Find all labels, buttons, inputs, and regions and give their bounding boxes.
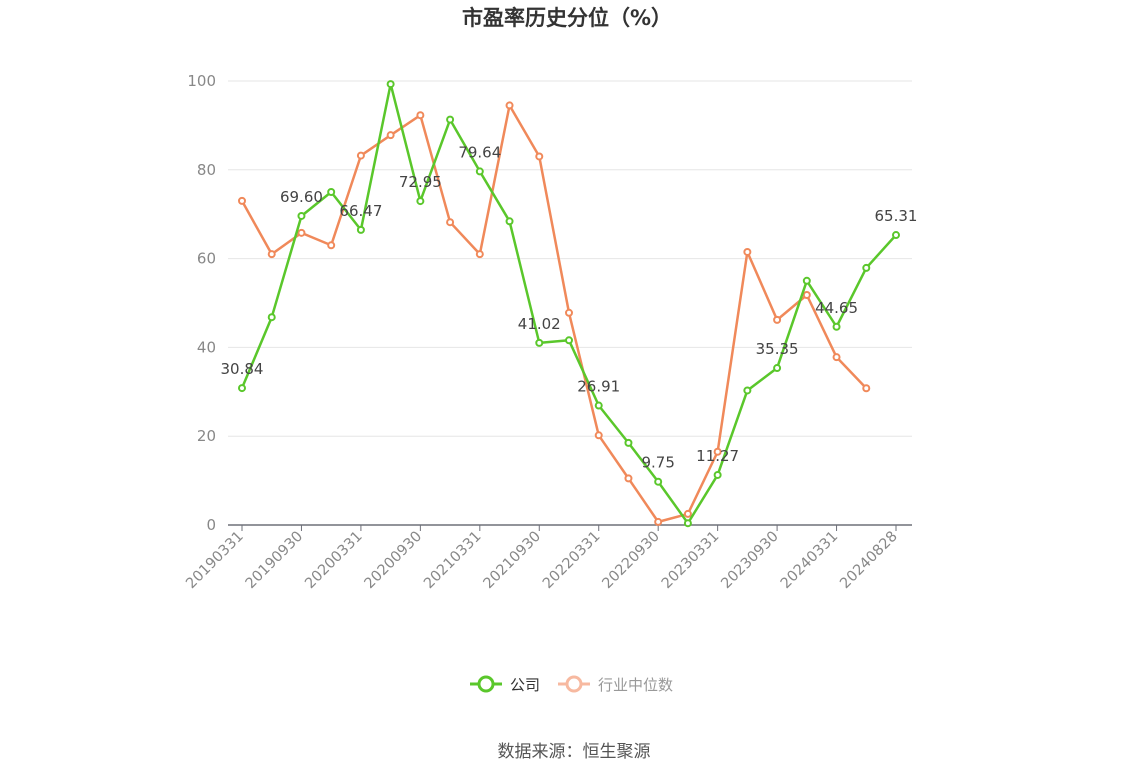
data-point[interactable]: [624, 438, 633, 447]
data-point[interactable]: [356, 151, 365, 160]
data-point[interactable]: [535, 152, 544, 161]
data-point[interactable]: [743, 247, 752, 256]
data-labels: 30.84 69.60 66.47 72.95 79.64 41.02 26.91 9.75 1…: [221, 143, 918, 471]
x-tick-label: 20200930: [362, 529, 426, 593]
x-tick-label: 20220930: [600, 529, 664, 593]
y-tick-label: 100: [187, 72, 216, 90]
series-company: [238, 80, 900, 528]
data-point[interactable]: [565, 336, 573, 345]
data-point[interactable]: [535, 338, 544, 347]
data-point[interactable]: [416, 111, 425, 120]
data-point[interactable]: [802, 276, 811, 285]
y-tick-label: 60: [197, 250, 216, 268]
data-point[interactable]: [802, 291, 811, 300]
x-tick-label: 20240331: [778, 529, 842, 593]
data-label: 44.65: [815, 299, 858, 317]
data-point[interactable]: [713, 447, 722, 456]
x-tick-label: 20240828: [837, 529, 901, 593]
data-label: 26.91: [577, 378, 620, 396]
data-point[interactable]: [475, 250, 484, 259]
data-point[interactable]: [446, 115, 455, 124]
x-tick-label: 20230930: [718, 529, 782, 593]
legend-item-industry-median[interactable]: 行业中位数: [558, 675, 673, 694]
data-point[interactable]: [832, 353, 841, 362]
y-tick-label: 80: [197, 161, 216, 179]
data-label: 66.47: [339, 202, 382, 220]
data-point[interactable]: [654, 517, 663, 526]
series-industry-median: [238, 101, 871, 526]
data-point[interactable]: [267, 250, 276, 259]
x-tick-label: 20210930: [481, 529, 545, 593]
legend-company-label: 公司: [510, 676, 540, 694]
data-point[interactable]: [238, 384, 246, 393]
data-label: 35.35: [756, 340, 799, 358]
data-point[interactable]: [327, 188, 336, 196]
data-point[interactable]: [386, 131, 395, 140]
series-line: [240, 104, 868, 524]
data-point[interactable]: [773, 364, 782, 373]
data-point[interactable]: [683, 509, 692, 518]
data-point[interactable]: [327, 241, 336, 250]
data-point[interactable]: [446, 218, 455, 227]
legend-company-marker: [477, 675, 495, 693]
x-tick-label: 20210331: [421, 529, 485, 593]
data-label: 65.31: [875, 207, 918, 225]
data-label: 69.60: [280, 188, 323, 206]
data-source-note: 数据来源：恒生聚源: [498, 742, 651, 762]
data-point[interactable]: [862, 263, 871, 272]
y-axis: 0 20 40 60 80 100: [187, 72, 216, 534]
data-point[interactable]: [386, 80, 395, 89]
data-point[interactable]: [594, 431, 603, 440]
series-lines: [238, 80, 900, 528]
x-tick-label: 20230331: [659, 529, 723, 593]
data-point[interactable]: [743, 386, 752, 395]
data-label: 79.64: [458, 143, 501, 161]
data-point[interactable]: [832, 322, 841, 331]
legend-item-company[interactable]: 公司: [470, 675, 540, 694]
data-point[interactable]: [505, 101, 514, 110]
data-point[interactable]: [505, 217, 514, 226]
x-tick-label: 20200331: [302, 529, 366, 593]
data-point[interactable]: [654, 477, 663, 486]
x-tick-label: 20190930: [243, 529, 307, 593]
x-axis: 2019033120190930202003312020093020210331…: [183, 524, 912, 593]
data-point[interactable]: [356, 225, 365, 234]
data-label: 9.75: [641, 454, 674, 472]
data-point[interactable]: [238, 196, 246, 205]
y-tick-label: 0: [206, 516, 216, 534]
x-tick-label: 20190331: [183, 529, 247, 593]
data-label: 41.02: [518, 315, 561, 333]
data-point[interactable]: [297, 211, 306, 220]
legend: 公司 行业中位数: [470, 675, 673, 694]
data-label: 72.95: [399, 173, 442, 191]
data-point[interactable]: [683, 519, 692, 528]
data-point[interactable]: [416, 197, 425, 206]
chart-title: 市盈率历史分位（%）: [462, 6, 672, 30]
data-point[interactable]: [297, 228, 306, 237]
data-point[interactable]: [892, 231, 900, 240]
data-point[interactable]: [267, 313, 276, 322]
legend-industry-label: 行业中位数: [598, 676, 673, 694]
y-tick-label: 20: [197, 427, 216, 445]
data-point[interactable]: [624, 474, 633, 483]
legend-industry-marker: [565, 675, 583, 693]
data-point[interactable]: [713, 470, 722, 479]
data-point[interactable]: [475, 167, 484, 176]
series-line: [240, 82, 897, 525]
data-label: 11.27: [696, 447, 739, 465]
grid-lines: [228, 80, 912, 437]
data-point[interactable]: [565, 308, 573, 317]
x-tick-label: 20220331: [540, 529, 604, 593]
y-tick-label: 40: [197, 338, 216, 356]
data-point[interactable]: [862, 384, 871, 393]
data-label: 30.84: [221, 360, 264, 378]
data-point[interactable]: [594, 401, 603, 410]
data-point[interactable]: [773, 315, 782, 324]
